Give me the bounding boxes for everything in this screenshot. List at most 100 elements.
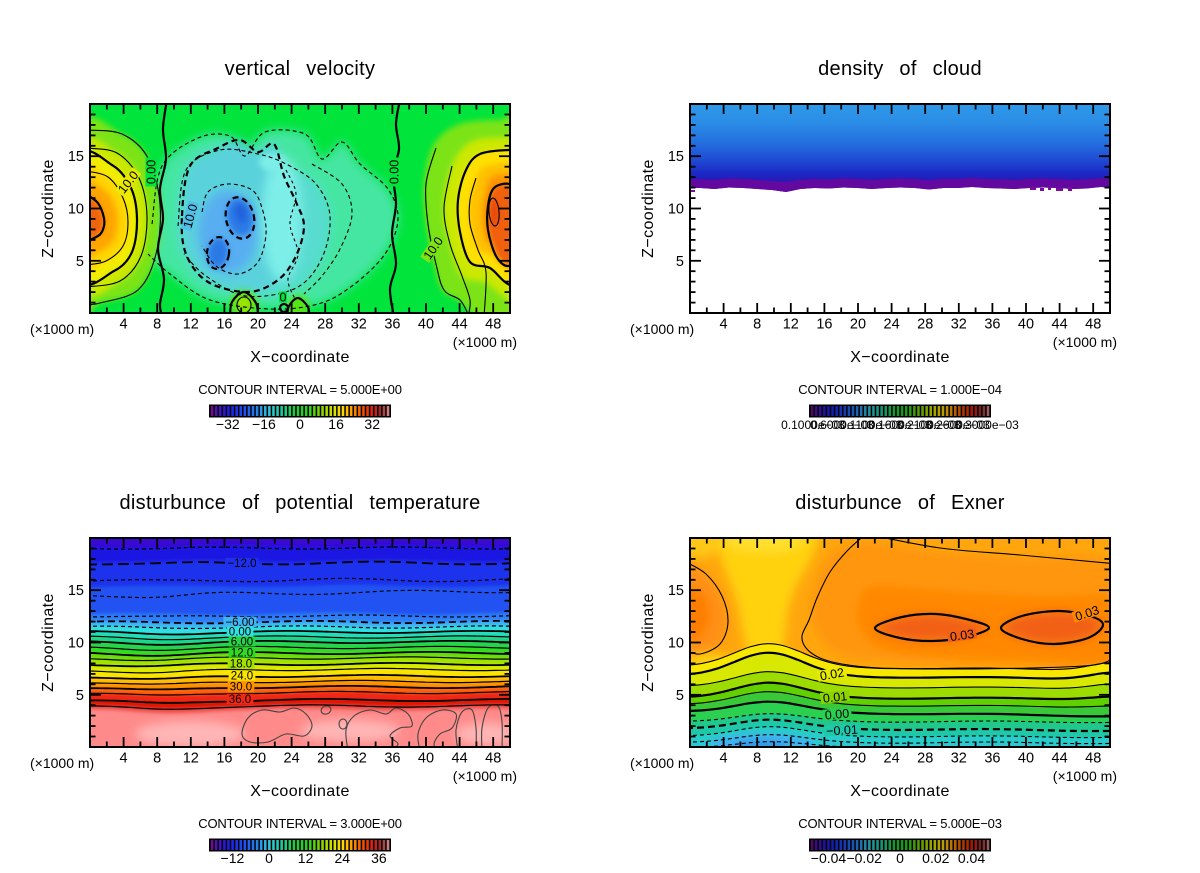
svg-text:disturbunce of Exner: disturbunce of Exner (795, 492, 1004, 514)
svg-text:0: 0 (296, 416, 304, 432)
svg-text:44: 44 (1052, 751, 1068, 767)
svg-text:36: 36 (371, 850, 387, 866)
svg-text:24: 24 (884, 751, 900, 767)
svg-text:16: 16 (816, 751, 832, 767)
svg-text:12: 12 (183, 317, 199, 333)
svg-text:0.1100e−03: 0.1100e−03 (840, 418, 903, 432)
svg-text:28: 28 (917, 751, 933, 767)
svg-text:(×1000 m): (×1000 m) (30, 755, 94, 771)
svg-text:16: 16 (216, 317, 232, 333)
svg-text:48: 48 (1085, 317, 1101, 333)
svg-text:15: 15 (68, 583, 84, 599)
svg-text:8: 8 (153, 317, 161, 333)
svg-text:40: 40 (1018, 317, 1034, 333)
svg-text:−32: −32 (216, 416, 240, 432)
svg-text:0.02: 0.02 (922, 850, 949, 866)
svg-text:0.1000e−03: 0.1000e−03 (781, 418, 845, 432)
svg-text:12: 12 (783, 317, 799, 333)
svg-text:36: 36 (984, 317, 1000, 333)
svg-text:−12.0: −12.0 (227, 558, 256, 570)
svg-text:(×1000 m): (×1000 m) (453, 768, 517, 784)
svg-text:0.1600e−03: 0.1600e−03 (868, 418, 932, 432)
svg-text:0: 0 (265, 850, 273, 866)
svg-text:density of cloud: density of cloud (818, 58, 982, 80)
svg-text:16: 16 (216, 751, 232, 767)
svg-text:40: 40 (1018, 751, 1034, 767)
svg-text:36: 36 (984, 751, 1000, 767)
svg-text:0.00: 0.00 (145, 160, 159, 184)
svg-text:20: 20 (850, 751, 866, 767)
svg-text:Z−coordinate: Z−coordinate (40, 159, 57, 258)
svg-text:44: 44 (452, 317, 468, 333)
svg-text:16: 16 (328, 416, 344, 432)
svg-text:0: 0 (280, 291, 287, 305)
svg-text:4: 4 (120, 751, 128, 767)
svg-text:(×1000 m): (×1000 m) (1053, 768, 1117, 784)
svg-text:0.3000e−03: 0.3000e−03 (955, 418, 1019, 432)
svg-text:−16: −16 (252, 416, 276, 432)
svg-text:Z−coordinate: Z−coordinate (640, 593, 657, 692)
svg-text:32: 32 (364, 416, 380, 432)
svg-text:28: 28 (917, 317, 933, 333)
svg-text:CONTOUR INTERVAL = 3.000E+00: CONTOUR INTERVAL = 3.000E+00 (198, 816, 401, 831)
svg-text:0: 0 (896, 850, 904, 866)
svg-text:0.2600e−03: 0.2600e−03 (926, 418, 990, 432)
svg-text:24: 24 (335, 850, 351, 866)
svg-text:(×1000 m): (×1000 m) (630, 321, 694, 337)
svg-text:X−coordinate: X−coordinate (850, 349, 950, 366)
svg-text:24.0: 24.0 (231, 671, 253, 683)
svg-text:18.0: 18.0 (230, 659, 252, 671)
svg-text:28: 28 (317, 751, 333, 767)
svg-text:0.6000e−03: 0.6000e−03 (810, 418, 874, 432)
svg-text:(×1000 m): (×1000 m) (630, 755, 694, 771)
svg-text:X−coordinate: X−coordinate (250, 783, 350, 800)
svg-text:5: 5 (676, 688, 684, 704)
svg-text:vertical velocity: vertical velocity (225, 58, 376, 80)
svg-text:32: 32 (951, 751, 967, 767)
svg-text:0.00: 0.00 (388, 160, 402, 184)
svg-text:6.00: 6.00 (231, 637, 253, 649)
svg-text:28: 28 (317, 317, 333, 333)
svg-text:24: 24 (284, 751, 300, 767)
svg-text:12: 12 (298, 850, 314, 866)
svg-text:48: 48 (485, 751, 501, 767)
svg-text:8: 8 (153, 751, 161, 767)
svg-text:X−coordinate: X−coordinate (250, 349, 350, 366)
svg-text:40: 40 (418, 317, 434, 333)
svg-text:24: 24 (284, 317, 300, 333)
svg-text:30.0: 30.0 (230, 682, 252, 694)
svg-text:0.00: 0.00 (824, 706, 850, 722)
svg-text:15: 15 (668, 583, 684, 599)
svg-text:44: 44 (1052, 317, 1068, 333)
svg-text:10: 10 (668, 202, 684, 218)
svg-text:Z−coordinate: Z−coordinate (640, 159, 657, 258)
svg-text:Z−coordinate: Z−coordinate (40, 593, 57, 692)
svg-text:12: 12 (183, 751, 199, 767)
svg-text:48: 48 (1085, 751, 1101, 767)
svg-text:16: 16 (816, 317, 832, 333)
svg-text:15: 15 (668, 149, 684, 165)
svg-text:CONTOUR INTERVAL = 5.000E+00: CONTOUR INTERVAL = 5.000E+00 (198, 382, 401, 397)
svg-text:4: 4 (120, 317, 128, 333)
svg-text:32: 32 (351, 317, 367, 333)
svg-text:20: 20 (250, 317, 266, 333)
svg-text:0.01: 0.01 (822, 689, 848, 705)
svg-text:10: 10 (68, 636, 84, 652)
svg-text:0.04: 0.04 (958, 850, 985, 866)
svg-text:−0.04: −0.04 (811, 850, 847, 866)
svg-text:(×1000 m): (×1000 m) (453, 334, 517, 350)
svg-text:12: 12 (783, 751, 799, 767)
svg-text:(×1000 m): (×1000 m) (30, 321, 94, 337)
svg-text:CONTOUR INTERVAL = 1.000E−04: CONTOUR INTERVAL = 1.000E−04 (798, 382, 1001, 397)
svg-text:40: 40 (418, 751, 434, 767)
svg-text:36: 36 (384, 751, 400, 767)
svg-text:disturbunce of potential tempe: disturbunce of potential temperature (120, 492, 481, 514)
svg-text:0.2100e−03: 0.2100e−03 (897, 418, 961, 432)
svg-text:48: 48 (485, 317, 501, 333)
svg-text:−0.01: −0.01 (826, 723, 858, 739)
svg-text:8: 8 (753, 317, 761, 333)
svg-text:10: 10 (668, 636, 684, 652)
svg-text:8: 8 (753, 751, 761, 767)
svg-text:20: 20 (850, 317, 866, 333)
svg-text:20: 20 (250, 751, 266, 767)
